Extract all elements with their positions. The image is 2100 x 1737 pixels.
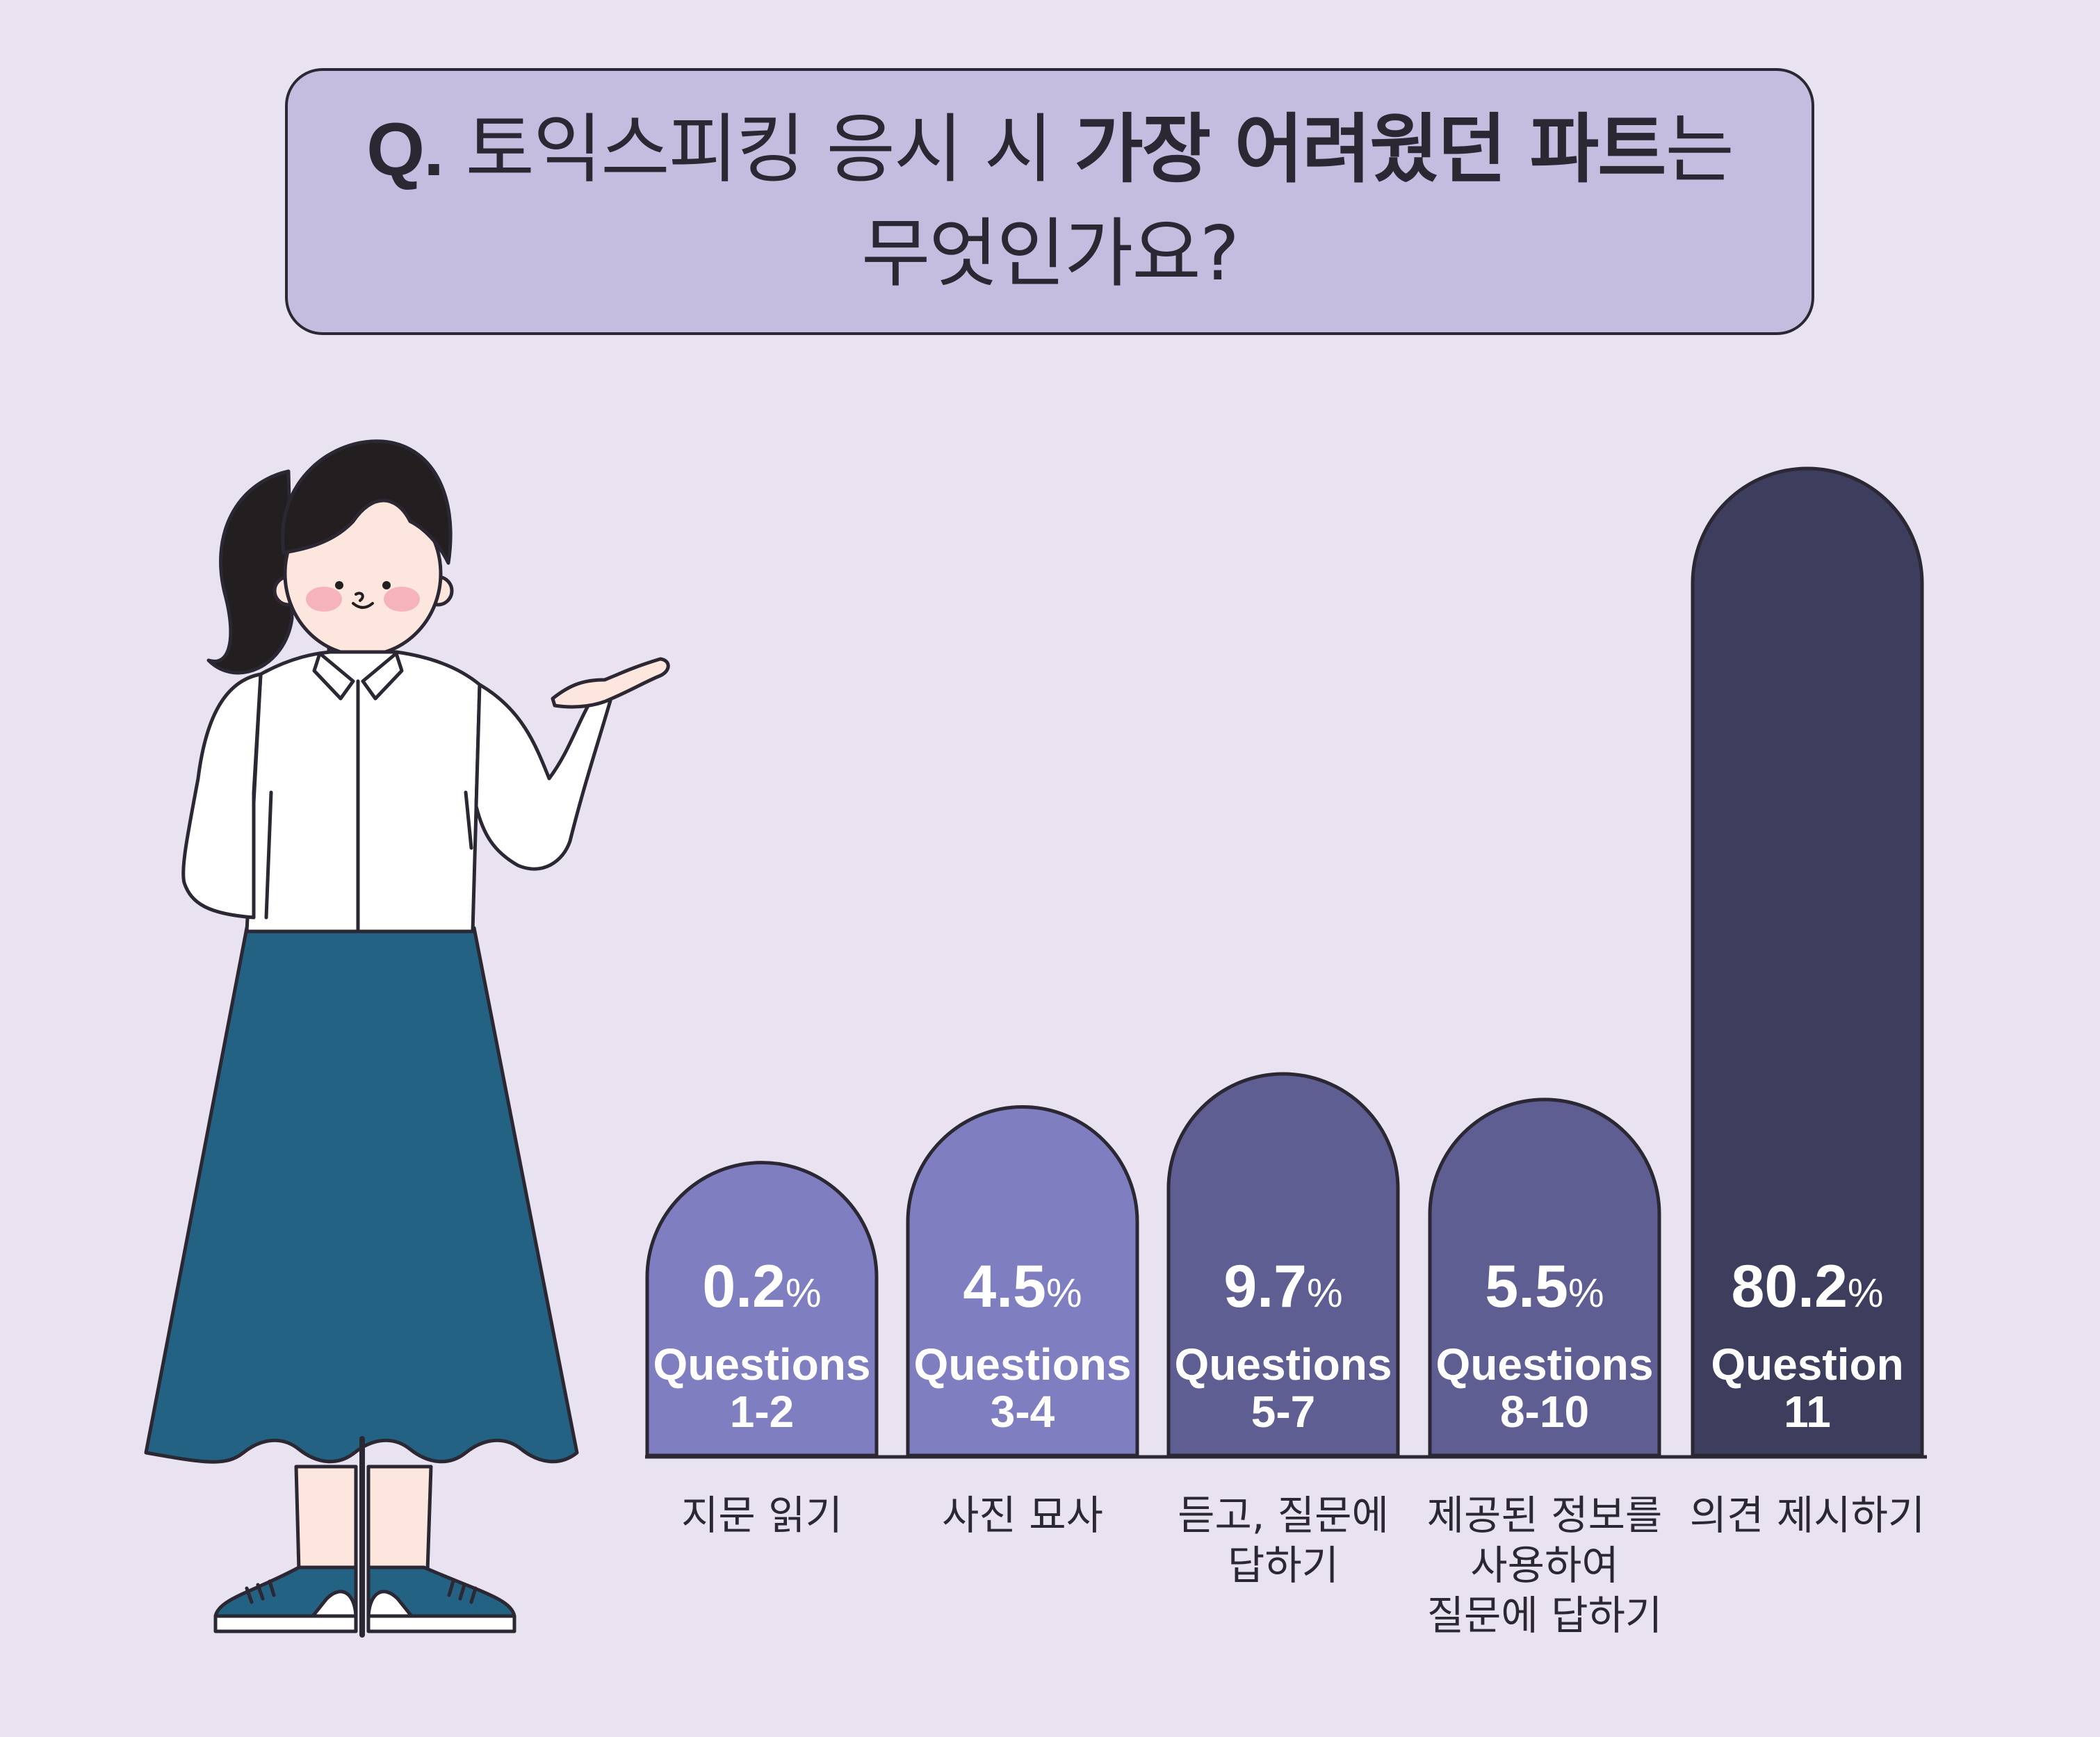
bar-part-label: Questions — [914, 1339, 1132, 1389]
bar-part-label: Questions — [1175, 1339, 1392, 1389]
bar-value-number: 80.2 — [1732, 1253, 1848, 1320]
bar-value-unit: % — [1848, 1271, 1884, 1316]
bar-part-label: 3-4 — [991, 1387, 1055, 1437]
bar-value-label: 9.7% — [1223, 1253, 1342, 1320]
category-label: 지문 읽기 — [681, 1492, 843, 1539]
bar-value-label: 0.2% — [702, 1253, 821, 1320]
bar-value-number: 4.5 — [963, 1253, 1046, 1320]
bar-part-label: 5-7 — [1251, 1387, 1316, 1437]
bar-value-unit: % — [1568, 1271, 1604, 1316]
bar-1 — [645, 1161, 879, 1458]
bar-4 — [1428, 1098, 1661, 1458]
bar-value-label: 80.2% — [1732, 1253, 1884, 1320]
bar-part-label: 11 — [1784, 1387, 1831, 1437]
bar-part-label: Questions — [1436, 1339, 1654, 1389]
category-label: 질문에 답하기 — [1427, 1592, 1663, 1639]
category-label: 사용하여 — [1470, 1542, 1618, 1589]
category-label: 사진 묘사 — [942, 1492, 1103, 1539]
bar-value-number: 9.7 — [1223, 1253, 1307, 1320]
title-prefix: Q. — [366, 106, 444, 191]
title-banner: Q. 토익스피킹 응시 시 가장 어려웠던 파트는 무엇인가요? — [285, 68, 1814, 335]
bar-value-label: 4.5% — [963, 1253, 1082, 1320]
bar-value-number: 5.5 — [1485, 1253, 1568, 1320]
category-label: 답하기 — [1228, 1542, 1339, 1589]
title-line-2: 무엇인가요? — [861, 210, 1239, 297]
bar-value-unit: % — [786, 1271, 822, 1316]
category-label: 제공된 정보를 — [1427, 1492, 1663, 1539]
category-label: 의견 제시하기 — [1690, 1492, 1926, 1539]
bar-2 — [906, 1105, 1139, 1458]
bar-part-label: 8-10 — [1500, 1387, 1589, 1437]
bar-value-label: 5.5% — [1485, 1253, 1604, 1320]
woman-presenting-icon — [144, 439, 670, 1638]
bar-part-label: Question — [1711, 1339, 1903, 1389]
bar-value-number: 0.2 — [702, 1253, 786, 1320]
bar-3 — [1166, 1072, 1400, 1458]
bar-value-unit: % — [1307, 1271, 1343, 1316]
category-label: 듣고, 질문에 — [1178, 1492, 1389, 1539]
title-text-pre: 토익스피킹 응시 시 — [465, 106, 1054, 193]
title-line-1: Q. 토익스피킹 응시 시 가장 어려웠던 파트는 — [366, 97, 1734, 202]
bar-value-unit: % — [1046, 1271, 1082, 1316]
bar-5 — [1691, 466, 1924, 1458]
bar-part-label: Questions — [653, 1339, 871, 1389]
title-text-post: 는 — [1665, 106, 1734, 193]
title-text-strong: 가장 어려웠던 파트 — [1074, 106, 1666, 193]
bar-part-label: 1-2 — [730, 1387, 795, 1437]
